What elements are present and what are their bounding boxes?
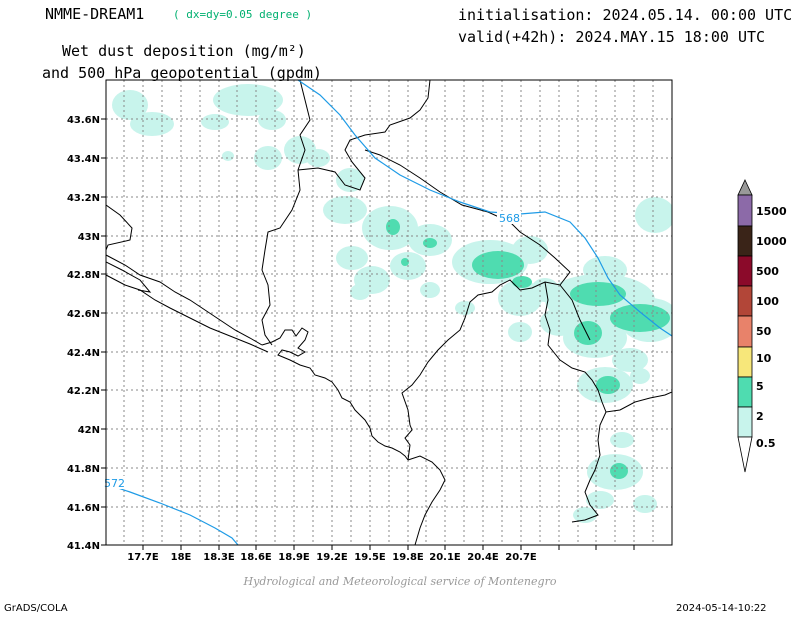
legend-swatch	[737, 194, 753, 227]
lon-label: 18.9E	[278, 552, 310, 563]
legend-top-arrow	[737, 179, 753, 196]
lat-label: 43.6N	[67, 115, 100, 126]
contour-label-572: 572	[104, 477, 125, 490]
lat-label: 43.2N	[67, 193, 100, 204]
lon-label: 19.8E	[392, 552, 424, 563]
model-resolution: ( dx=dy=0.05 degree )	[173, 8, 313, 21]
legend-swatch	[737, 406, 753, 438]
lat-label: 42.2N	[67, 386, 100, 397]
lat-label: 41.8N	[67, 464, 100, 475]
legend-label: 500	[756, 265, 779, 278]
legend-swatch	[737, 285, 753, 317]
lat-label: 41.6N	[67, 503, 100, 514]
lon-tick-marks	[142, 545, 635, 550]
footer-software: GrADS/COLA	[4, 603, 68, 614]
contour-label-568-box	[497, 211, 521, 224]
legend-label: 10	[756, 352, 772, 365]
variable-title-line2: and 500 hPa geopotential (gpdm)	[42, 64, 322, 82]
legend-label: 100	[756, 295, 779, 308]
legend-label: 1000	[756, 235, 787, 248]
color-legend	[737, 179, 753, 473]
legend-swatch	[737, 376, 753, 408]
legend-label: 50	[756, 325, 772, 338]
lon-label: 18.3E	[203, 552, 235, 563]
lat-labels: 43.6N 43.4N 43.2N 43N 42.8N 42.6N 42.4N …	[67, 115, 100, 552]
map-grid	[106, 80, 672, 545]
lon-label: 17.7E	[127, 552, 159, 563]
legend-swatch	[737, 255, 753, 287]
lat-tick-marks	[101, 118, 106, 546]
lon-label: 20.1E	[429, 552, 461, 563]
lon-label: 19.2E	[316, 552, 348, 563]
contour-label-572-box	[104, 476, 126, 489]
lat-label: 42.6N	[67, 309, 100, 320]
legend-swatch	[737, 346, 753, 378]
lat-label: 42N	[78, 425, 100, 436]
legend-label: 2	[756, 410, 764, 423]
lon-label: 18E	[171, 552, 192, 563]
legend-label: 0.5	[756, 437, 776, 450]
legend-swatch	[737, 225, 753, 257]
initialisation-time: initialisation: 2024.05.14. 00:00 UTC	[458, 6, 793, 24]
lon-label: 20.7E	[505, 552, 537, 563]
footer-timestamp: 2024-05-14-10:22	[676, 603, 767, 614]
contour-label-568: 568	[499, 212, 520, 225]
lat-label: 42.4N	[67, 348, 100, 359]
dust-deposition-shading	[112, 84, 672, 523]
lon-labels: 17.7E 18E 18.3E 18.6E 18.9E 19.2E 19.5E …	[127, 552, 537, 563]
lat-label: 41.4N	[67, 541, 100, 552]
legend-bottom-arrow	[737, 436, 753, 473]
lon-label: 18.6E	[240, 552, 272, 563]
lon-label: 19.5E	[354, 552, 386, 563]
model-title: NMME-DREAM1	[45, 5, 145, 23]
legend-label: 5	[756, 380, 764, 393]
lat-label: 43N	[78, 232, 100, 243]
lat-label: 42.8N	[67, 270, 100, 281]
legend-label: 1500	[756, 205, 787, 218]
lon-label: 20.4E	[467, 552, 499, 563]
borders-coastline	[106, 80, 672, 545]
credit-line: Hydrological and Meteorological service …	[243, 575, 557, 588]
lat-label: 43.4N	[67, 154, 100, 165]
legend-swatch	[737, 315, 753, 348]
valid-time: valid(+42h): 2024.MAY.15 18:00 UTC	[458, 28, 766, 46]
legend-labels: 1500 1000 500 100 50 10 5 2 0.5	[756, 205, 787, 450]
variable-title-line1: Wet dust deposition (mg/m²)	[62, 42, 306, 60]
